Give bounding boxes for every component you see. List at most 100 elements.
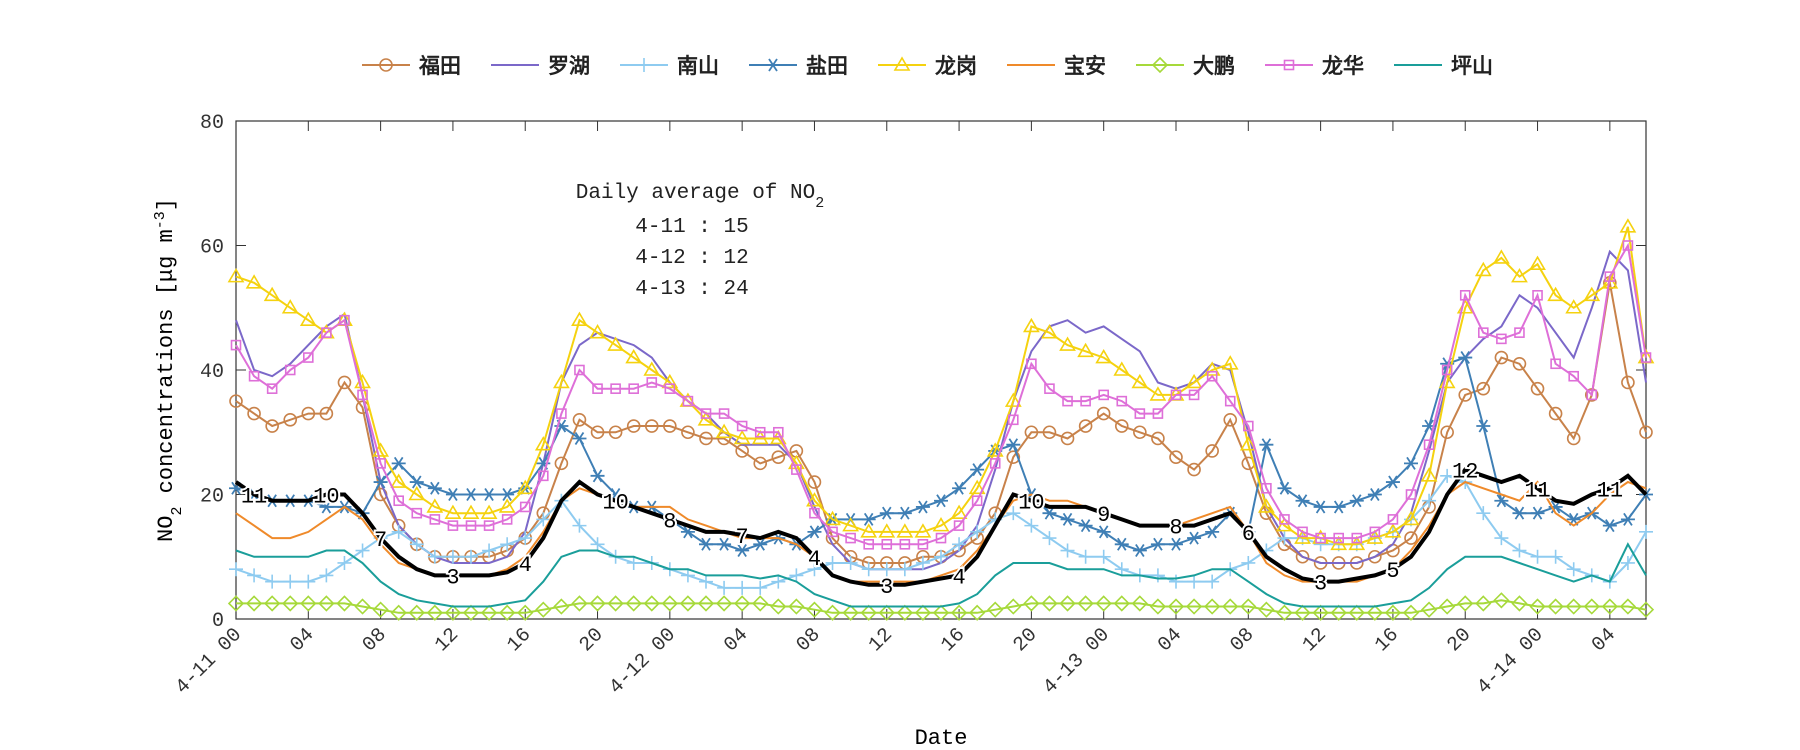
marker: [393, 495, 404, 507]
marker: [357, 389, 368, 401]
average-line: [234, 467, 1648, 587]
marker: [735, 580, 750, 595]
marker: [1369, 526, 1381, 538]
legend-marker: [1151, 56, 1169, 74]
marker: [1404, 456, 1418, 470]
marker: [462, 504, 480, 519]
marker: [375, 458, 386, 469]
legend-text: 龙岗: [935, 54, 977, 78]
marker: [1004, 392, 1022, 407]
marker: [534, 436, 552, 451]
marker: [736, 420, 748, 432]
marker: [1044, 383, 1055, 394]
marker: [809, 507, 820, 519]
marker: [1439, 598, 1456, 615]
marker: [1313, 500, 1328, 514]
marker: [230, 339, 242, 351]
marker: [842, 517, 860, 532]
marker: [1333, 532, 1344, 544]
marker: [1512, 543, 1527, 558]
marker: [1476, 506, 1491, 521]
marker: [1366, 604, 1383, 621]
marker: [1188, 389, 1200, 401]
marker: [592, 383, 603, 394]
marker: [1114, 419, 1129, 433]
marker: [1476, 381, 1491, 396]
marker: [408, 485, 426, 501]
line-label: 11: [1597, 478, 1623, 503]
marker: [1042, 425, 1057, 440]
marker: [1261, 482, 1272, 494]
marker: [807, 475, 822, 489]
line-label: 3: [1314, 572, 1327, 597]
marker: [791, 464, 802, 475]
marker: [860, 604, 877, 621]
marker: [1096, 525, 1111, 539]
marker: [1169, 450, 1183, 464]
marker: [1586, 389, 1598, 401]
y-tick-label: 40: [200, 361, 224, 384]
marker: [970, 463, 985, 477]
marker: [284, 364, 296, 376]
marker: [1492, 249, 1510, 264]
marker: [445, 549, 460, 564]
marker: [699, 574, 713, 589]
line-label: 5: [1386, 559, 1399, 584]
marker: [1114, 562, 1129, 577]
marker: [754, 426, 766, 438]
marker: [1078, 549, 1093, 564]
marker: [715, 595, 733, 612]
marker: [863, 538, 874, 550]
marker: [935, 532, 947, 544]
y-axis-label-part: 2: [815, 195, 824, 212]
marker: [1151, 431, 1165, 446]
marker: [1206, 370, 1218, 382]
marker: [773, 426, 784, 438]
marker: [952, 537, 967, 552]
marker: [319, 406, 334, 421]
marker: [1529, 598, 1546, 615]
marker: [462, 604, 480, 621]
marker: [681, 425, 695, 440]
marker: [355, 543, 370, 558]
marker: [717, 580, 732, 595]
marker: [625, 348, 643, 364]
marker: [480, 604, 498, 621]
marker: [878, 523, 896, 538]
marker: [1041, 595, 1058, 612]
line-label: 11: [241, 485, 267, 510]
marker: [1239, 436, 1257, 451]
marker: [1440, 468, 1455, 483]
marker: [483, 520, 495, 531]
marker: [733, 429, 751, 445]
marker: [1132, 544, 1147, 558]
marker: [1514, 327, 1525, 338]
marker: [842, 604, 859, 621]
marker: [789, 568, 804, 583]
marker: [1134, 408, 1146, 419]
marker: [1223, 412, 1238, 427]
marker: [321, 327, 332, 338]
marker: [337, 555, 352, 570]
marker: [1565, 299, 1583, 314]
marker: [969, 604, 986, 621]
marker: [299, 311, 317, 327]
marker: [1023, 595, 1040, 612]
box-line: 4-11 : 15: [635, 216, 748, 239]
line-label: 9: [1097, 503, 1110, 528]
marker: [1187, 462, 1201, 477]
marker: [1149, 598, 1167, 615]
marker: [1550, 358, 1561, 370]
marker: [1240, 598, 1257, 615]
y-tick-label: 20: [200, 486, 224, 509]
marker: [1131, 373, 1149, 389]
y-axis-label-part: ]: [154, 198, 179, 211]
marker: [464, 549, 478, 564]
marker: [301, 574, 316, 589]
marker: [753, 456, 768, 471]
marker: [1568, 370, 1579, 382]
marker: [897, 562, 912, 577]
marker: [950, 504, 968, 519]
marker: [824, 604, 841, 621]
marker: [1133, 425, 1147, 440]
